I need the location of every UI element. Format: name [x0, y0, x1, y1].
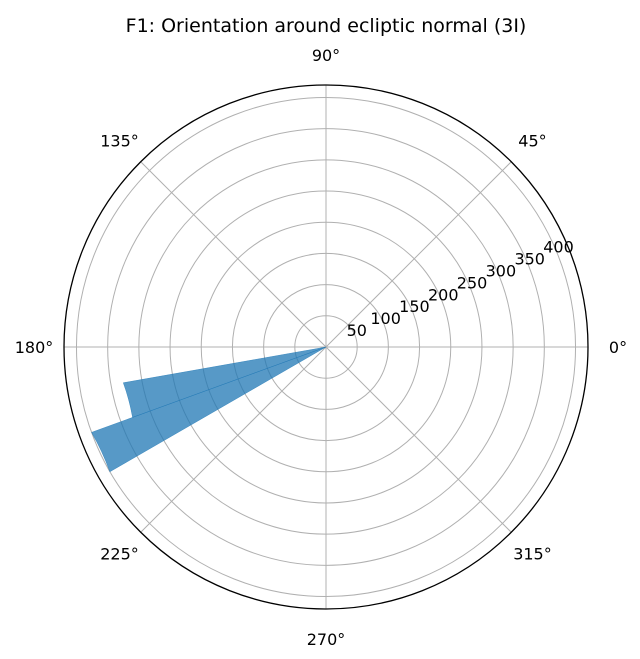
angle-tick-label-315: 315°	[513, 544, 552, 563]
angular-gridline-45	[325, 161, 512, 348]
polar-frame	[63, 84, 589, 610]
angle-tick-label-225: 225°	[100, 544, 139, 563]
angle-tick-label-180: 180°	[15, 338, 54, 357]
radial-tick-label-150: 150	[399, 297, 430, 316]
angle-tick-labels: 0° 45° 90° 135° 180° 225° 270° 315°	[15, 46, 627, 649]
bars	[91, 346, 327, 473]
angular-gridline-135	[140, 161, 327, 348]
radial-tick-label-100: 100	[370, 309, 401, 328]
histogram-bar-1	[91, 346, 327, 473]
angle-tick-label-0: 0°	[609, 338, 627, 357]
radial-tick-label-400: 400	[543, 238, 574, 257]
polar-grid	[64, 85, 588, 609]
angle-tick-label-135: 135°	[100, 132, 139, 151]
radial-tick-label-200: 200	[428, 285, 459, 304]
histogram-bar-0	[122, 346, 327, 418]
radial-tick-label-250: 250	[457, 273, 488, 292]
angle-tick-label-45: 45°	[518, 132, 546, 151]
angle-tick-label-270: 270°	[307, 630, 346, 649]
chart-title: F1: Orientation around ecliptic normal (…	[126, 15, 527, 37]
angular-gridline-225	[140, 346, 327, 533]
angular-gridline-315	[325, 346, 512, 533]
angle-tick-label-90: 90°	[312, 46, 340, 65]
radial-tick-label-50: 50	[347, 321, 367, 340]
radial-tick-label-300: 300	[486, 261, 517, 280]
radial-tick-label-350: 350	[514, 249, 545, 268]
